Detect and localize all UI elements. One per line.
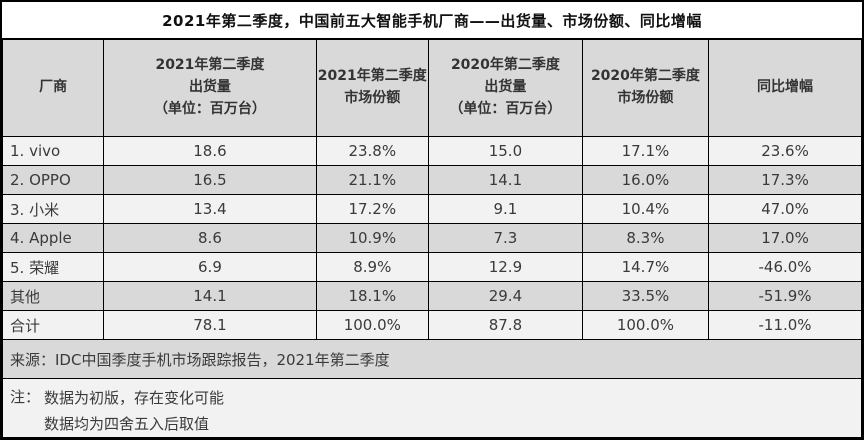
shipments-2020: 87.8 bbox=[428, 310, 583, 340]
share-2021: 17.2% bbox=[315, 194, 430, 224]
notes-row: 注： 数据为初版，存在变化可能 数据均为四舍五入后取值 bbox=[2, 378, 862, 438]
header-line: 2021年第二季度 bbox=[317, 68, 427, 85]
yoy-growth: 17.3% bbox=[708, 165, 862, 195]
header-line: （单位：百万台） bbox=[153, 100, 266, 117]
vendor-name: 2. OPPO bbox=[1, 165, 105, 195]
shipments-2020: 7.3 bbox=[428, 223, 583, 253]
vendor-name: 5. 荣耀 bbox=[1, 252, 105, 282]
header-line: 市场份额 bbox=[617, 90, 674, 106]
notes-block: 注： 数据为初版，存在变化可能 数据均为四舍五入后取值 bbox=[10, 386, 861, 437]
header-line: 出货量 bbox=[484, 79, 527, 96]
shipments-2020: 14.1 bbox=[428, 165, 583, 195]
table-row-honor: 5. 荣耀 6.9 8.9% 12.9 14.7% -46.0% bbox=[1, 252, 862, 282]
table-row-apple: 4. Apple 8.6 10.9% 7.3 8.3% 17.0% bbox=[1, 223, 862, 253]
source-row: 来源：IDC中国季度手机市场跟踪报告，2021年第二季度 bbox=[2, 339, 862, 379]
yoy-growth: 47.0% bbox=[708, 194, 862, 224]
header-line: 2020年第二季度 bbox=[450, 57, 560, 74]
header-line: 市场份额 bbox=[344, 90, 401, 106]
share-2020: 16.0% bbox=[581, 165, 710, 195]
share-2021: 100.0% bbox=[315, 310, 430, 340]
table-row-xiaomi: 3. 小米 13.4 17.2% 9.1 10.4% 47.0% bbox=[1, 194, 862, 224]
page-title: 2021年第二季度，中国前五大智能手机厂商——出货量、市场份额、同比增幅 bbox=[2, 2, 862, 39]
source-text: 来源：IDC中国季度手机市场跟踪报告，2021年第二季度 bbox=[2, 339, 862, 379]
header-2021-shipments: 2021年第二季度 出货量 （单位：百万台） bbox=[103, 39, 317, 137]
share-2020: 14.7% bbox=[581, 252, 710, 282]
header-2020-share: 2020年第二季度 市场份额 bbox=[581, 39, 710, 137]
vendor-name: 其他 bbox=[1, 281, 105, 311]
header-line: 2021年第二季度 bbox=[155, 57, 265, 74]
shipments-2021: 18.6 bbox=[103, 136, 317, 166]
header-yoy-growth: 同比增幅 bbox=[708, 39, 862, 137]
shipments-2021: 16.5 bbox=[103, 165, 317, 195]
shipments-2021: 13.4 bbox=[103, 194, 317, 224]
yoy-growth: -51.9% bbox=[708, 281, 862, 311]
vendor-name: 合计 bbox=[1, 310, 105, 340]
shipments-2020: 12.9 bbox=[428, 252, 583, 282]
shipments-2020: 9.1 bbox=[428, 194, 583, 224]
yoy-growth: -46.0% bbox=[708, 252, 862, 282]
vendor-name: 4. Apple bbox=[1, 223, 105, 253]
header-line: 2020年第二季度 bbox=[590, 68, 700, 85]
yoy-growth: 17.0% bbox=[708, 223, 862, 253]
header-2021-share: 2021年第二季度 市场份额 bbox=[315, 39, 430, 137]
note-label: 注： bbox=[10, 388, 41, 406]
shipments-2020: 15.0 bbox=[428, 136, 583, 166]
vendor-name: 1. vivo bbox=[1, 136, 105, 166]
yoy-growth: -11.0% bbox=[708, 310, 862, 340]
table-row-vivo: 1. vivo 18.6 23.8% 15.0 17.1% 23.6% bbox=[1, 136, 862, 166]
share-2020: 10.4% bbox=[581, 194, 710, 224]
share-2021: 10.9% bbox=[315, 223, 430, 253]
share-2020: 100.0% bbox=[581, 310, 710, 340]
header-line: 厂商 bbox=[39, 79, 68, 96]
share-2020: 17.1% bbox=[581, 136, 710, 166]
shipments-2021: 8.6 bbox=[103, 223, 317, 253]
header-line: 同比增幅 bbox=[757, 79, 814, 96]
note-line-2: 数据均为四舍五入后取值 bbox=[44, 414, 210, 433]
header-2020-shipments: 2020年第二季度 出货量 （单位：百万台） bbox=[428, 39, 583, 137]
header-vendor: 厂商 bbox=[1, 39, 105, 137]
note-line-1: 数据为初版，存在变化可能 bbox=[44, 389, 225, 407]
vendor-name: 3. 小米 bbox=[1, 194, 105, 224]
header-line: 出货量 bbox=[188, 79, 231, 96]
share-2020: 8.3% bbox=[581, 223, 710, 253]
header-line: （单位：百万台） bbox=[449, 100, 562, 117]
table-row-others: 其他 14.1 18.1% 29.4 33.5% -51.9% bbox=[1, 281, 862, 311]
share-2021: 8.9% bbox=[315, 252, 430, 282]
table-row-total: 合计 78.1 100.0% 87.8 100.0% -11.0% bbox=[1, 310, 862, 340]
note-lines: 数据为初版，存在变化可能 数据均为四舍五入后取值 bbox=[44, 386, 224, 437]
market-data-table: 厂商 2021年第二季度 出货量 （单位：百万台） 2021年第二季度 市场份额… bbox=[1, 39, 862, 438]
header-row: 厂商 2021年第二季度 出货量 （单位：百万台） 2021年第二季度 市场份额… bbox=[1, 39, 862, 137]
shipments-2021: 78.1 bbox=[103, 310, 317, 340]
share-2020: 33.5% bbox=[581, 281, 710, 311]
share-2021: 21.1% bbox=[315, 165, 430, 195]
shipments-2021: 6.9 bbox=[103, 252, 317, 282]
shipments-2020: 29.4 bbox=[428, 281, 583, 311]
table-row-oppo: 2. OPPO 16.5 21.1% 14.1 16.0% 17.3% bbox=[1, 165, 862, 195]
shipments-2021: 14.1 bbox=[103, 281, 317, 311]
yoy-growth: 23.6% bbox=[708, 136, 862, 166]
share-2021: 18.1% bbox=[315, 281, 430, 311]
share-2021: 23.8% bbox=[315, 136, 430, 166]
